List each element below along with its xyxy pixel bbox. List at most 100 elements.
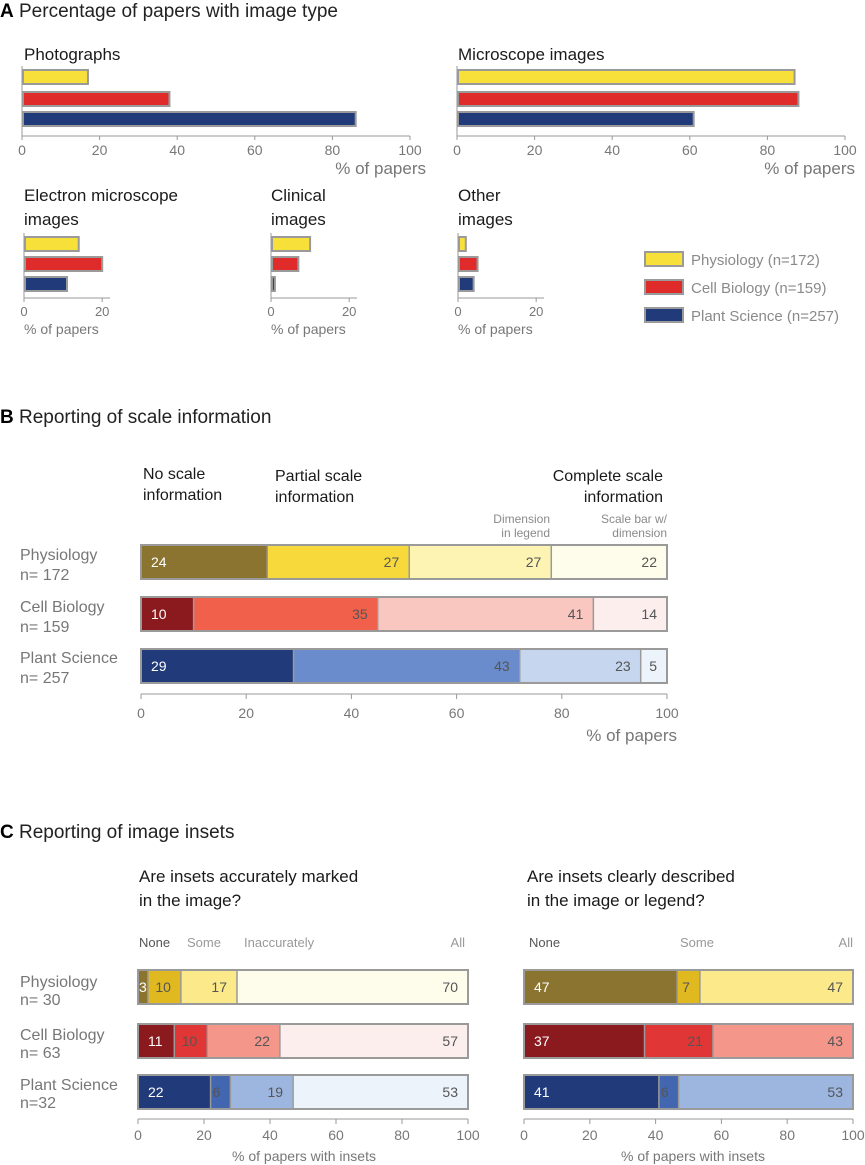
x-tick-label: 20 [582, 1127, 598, 1143]
x-tick-label: 0 [137, 705, 145, 721]
clinical-axis-label: % of papers [271, 321, 346, 337]
bar-plant-science [24, 276, 68, 292]
segment-physiology [141, 545, 268, 579]
c-left-axis-label: % of papers with insets [232, 1148, 376, 1164]
segment-value-label: 21 [687, 1033, 703, 1049]
section-a-letter: A [0, 1, 14, 22]
chart-photographs: 0 20 40 60 80 100 [18, 66, 422, 158]
segment-plant-science [230, 1075, 294, 1109]
segment-plant-science [640, 649, 667, 683]
segment-value-label: 23 [615, 658, 631, 674]
chart-microscope: 0 20 40 60 80 100 [453, 66, 857, 158]
bar-outline [523, 969, 854, 1005]
segment-value-label: 53 [442, 1084, 458, 1100]
segment-value-label: 5 [649, 658, 657, 674]
bar-physiology [458, 236, 467, 252]
legend-swatch-cell-biology [644, 279, 684, 295]
x-tick-label: 0 [20, 304, 27, 319]
c-right-col-none: None [529, 935, 560, 950]
x-tick-label: 0 [453, 142, 461, 158]
legend-swatch-physiology [644, 251, 684, 267]
c-left-col-all: All [451, 935, 466, 950]
b-row-label-physiology: Physiology [20, 547, 97, 564]
x-tick-label: 20 [95, 304, 109, 319]
x-tick-label: 20 [196, 1127, 212, 1143]
panel-other-title-line1: Other [458, 186, 501, 205]
c-left-col-some: Some [187, 935, 221, 950]
b-row-label-cell-biology: Cell Biology [20, 599, 104, 616]
segment-physiology [237, 970, 468, 1004]
header-no-scale-line1: No scale [143, 466, 205, 483]
x-tick-label: 100 [833, 142, 857, 158]
c-right-col-all: All [839, 935, 854, 950]
legend-label-plant-science: Plant Science (n=257) [691, 308, 839, 325]
segment-value-label: 17 [211, 979, 227, 995]
bar-cell-biology [24, 256, 104, 272]
legend: Physiology (n=172) Cell Biology (n=159) … [644, 251, 839, 325]
x-tick-label: 80 [325, 142, 341, 158]
x-tick-label: 100 [655, 705, 679, 721]
c-left-question-line1: Are insets accurately marked [139, 867, 358, 886]
c-row-n-physiology: n= 30 [20, 992, 61, 1009]
segment-value-label: 3 [139, 979, 147, 995]
segment-value-label: 27 [526, 554, 542, 570]
segment-value-label: 10 [151, 606, 167, 622]
b-row-n-physiology: n= 172 [20, 567, 69, 584]
segment-value-label: 14 [641, 606, 657, 622]
segment-value-label: 41 [534, 1084, 550, 1100]
c-right-axis-label: % of papers with insets [621, 1148, 765, 1164]
bar-plant-science [457, 111, 695, 127]
section-c-title: Reporting of image insets [19, 822, 234, 843]
b-row-n-plant-science: n= 257 [20, 670, 69, 687]
header-no-scale-line2: information [143, 487, 222, 504]
x-tick-label: 60 [247, 142, 263, 158]
segment-plant-science [519, 649, 641, 683]
legend-swatch-plant-science [644, 307, 684, 323]
panel-clinical-title-line2: images [271, 210, 326, 229]
subheader-dimension-line2: in legend [501, 526, 550, 540]
segment-value-label: 6 [213, 1084, 221, 1100]
legend-label-cell-biology: Cell Biology (n=159) [691, 280, 827, 297]
segment-cell-biology [141, 597, 194, 631]
segment-physiology [524, 970, 678, 1004]
c-right-question-line2: in the image or legend? [527, 891, 705, 910]
segment-cell-biology [524, 1024, 645, 1058]
segment-plant-science [210, 1075, 231, 1109]
bar-physiology [24, 236, 80, 252]
bar-outline [140, 544, 668, 580]
segment-value-label: 22 [641, 554, 657, 570]
segment-value-label: 47 [827, 979, 843, 995]
x-tick-label: 80 [554, 705, 570, 721]
x-tick-label: 80 [394, 1127, 410, 1143]
segment-value-label: 43 [494, 658, 510, 674]
x-tick-label: 0 [18, 142, 26, 158]
panel-electron-title-line2: images [24, 210, 79, 229]
x-tick-label: 80 [779, 1127, 795, 1143]
segment-plant-science [678, 1075, 853, 1109]
segment-value-label: 19 [268, 1084, 284, 1100]
segment-value-label: 24 [151, 554, 167, 570]
panel-electron-title-line1: Electron microscope [24, 186, 178, 205]
c-right-question-line1: Are insets clearly described [527, 867, 735, 886]
bar-cell-biology [458, 256, 479, 272]
c-right-col-some: Some [680, 935, 714, 950]
segment-cell-biology [193, 597, 378, 631]
header-partial-line2: information [275, 489, 354, 506]
x-tick-label: 20 [342, 304, 356, 319]
segment-physiology [699, 970, 853, 1004]
bar-physiology [457, 69, 796, 85]
c-row-label-plant-science: Plant Science [20, 1077, 118, 1094]
x-tick-label: 60 [449, 705, 465, 721]
x-tick-label: 0 [520, 1127, 528, 1143]
segment-physiology [551, 545, 667, 579]
x-tick-label: 40 [169, 142, 185, 158]
segment-cell-biology [644, 1024, 713, 1058]
segment-value-label: 11 [148, 1033, 163, 1049]
c-row-label-physiology: Physiology [20, 974, 97, 991]
bar-plant-science [271, 276, 276, 292]
segment-plant-science [293, 649, 520, 683]
segment-cell-biology [138, 1024, 175, 1058]
chart-scale-information: 24 27 27 22 10 35 41 14 29 43 23 5 0 20 40 60 80 100 [137, 544, 679, 721]
segment-value-label: 10 [182, 1033, 198, 1049]
bar-plant-science [458, 276, 475, 292]
